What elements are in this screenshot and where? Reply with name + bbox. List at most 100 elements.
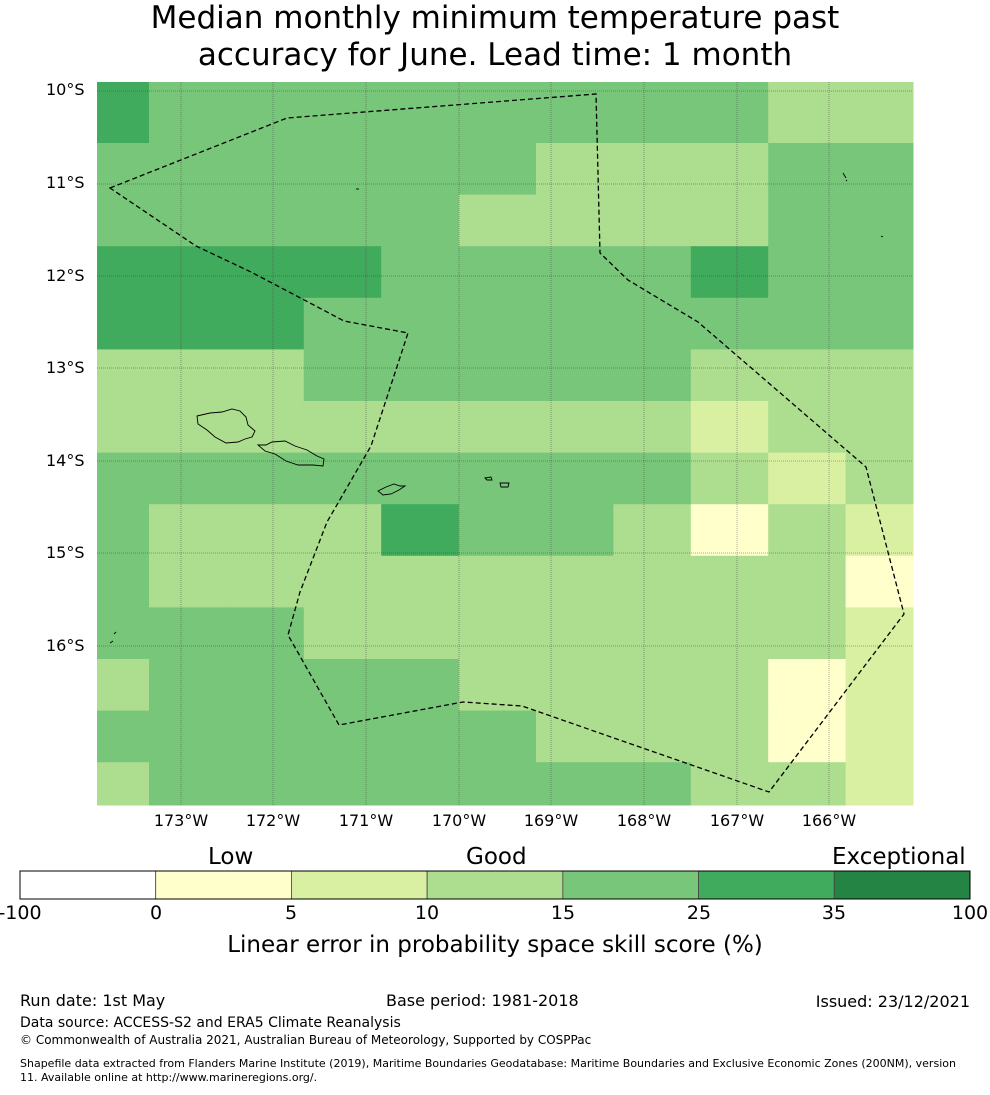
lat-label: 14°S [46,451,85,470]
grid-cell [303,762,382,806]
lon-label: 168°W [616,811,672,830]
map-title: Median monthly minimum temperature past … [0,0,990,74]
grid-cell [768,349,847,402]
grid-cell [768,555,847,608]
lat-label: 11°S [46,173,85,192]
grid-cell [536,194,614,247]
grid-cell [768,659,847,712]
grid-cell [845,82,914,144]
grid-cell [768,504,847,557]
colorbar-tick: 25 [686,902,712,924]
lon-label: 173°W [153,811,209,830]
grid-cell [149,452,227,505]
grid-cell [458,82,537,144]
colorbar-segment [19,870,157,900]
lon-label: 172°W [245,811,301,830]
grid-cell [97,246,150,299]
grid-cell [845,143,914,196]
grid-cell [613,504,692,557]
colorbar-title: Linear error in probability space skill … [227,932,763,958]
grid-cell [690,710,769,763]
grid-cell [97,607,150,660]
grid-cell [226,194,305,247]
grid-cell [303,710,382,763]
grid-cell [97,401,150,454]
grid-cell [845,194,914,247]
grid-cell [97,504,150,557]
grid-cell [845,555,914,608]
grid-cell [768,762,847,806]
grid-cell [149,607,227,660]
island-tokelau [842,172,848,182]
grid-cell [381,246,460,299]
grid-cell [613,297,692,350]
grid-cell [226,143,305,196]
grid-cell [381,401,460,454]
grid-cell [768,82,847,144]
grid-cell [149,659,227,712]
grid-cell [149,555,227,608]
grid-cell [97,710,150,763]
grid-cell [536,659,614,712]
grid-cell [613,607,692,660]
grid-cell [536,349,614,402]
grid-cell [690,762,769,806]
grid-cell [381,143,460,196]
colorbar-tick: 5 [284,902,298,924]
islands [109,172,884,644]
colorbar-outline [19,870,971,900]
grid-cell [381,82,460,144]
grid-cell [303,401,382,454]
grid-cell [690,82,769,144]
grid-cell [458,504,537,557]
grid-cell [613,194,692,247]
grid-cell [613,659,692,712]
graticule [97,82,913,805]
grid-cell [381,710,460,763]
lon-label: 166°W [801,811,857,830]
grid-cell [97,143,150,196]
grid-cell [536,297,614,350]
skill-grid [97,82,914,806]
grid-cell [690,297,769,350]
island-atoll [880,235,884,238]
grid-cell [845,401,914,454]
grid-cell [381,297,460,350]
lon-label: 170°W [431,811,487,830]
grid-cell [690,659,769,712]
grid-cell [149,143,227,196]
grid-cell [303,297,382,350]
island-manua-2 [499,482,510,488]
copyright: © Commonwealth of Australia 2021, Austra… [20,1033,592,1047]
lat-label: 13°S [46,358,85,377]
grid-cell [690,504,769,557]
grid-cell [381,504,460,557]
grid-cell [226,82,305,144]
grid-cell [690,607,769,660]
grid-cell [149,504,227,557]
grid-cell [97,82,150,144]
grid-cell [458,710,537,763]
grid-cell [458,659,537,712]
grid-cell [536,82,614,144]
eez-boundary [108,93,905,793]
grid-cell [613,401,692,454]
grid-cell [149,762,227,806]
grid-cell [226,349,305,402]
grid-cell [458,762,537,806]
category-good: Good [466,844,527,870]
grid-cell [303,194,382,247]
grid-cell [97,659,150,712]
lon-label: 169°W [523,811,579,830]
category-exceptional: Exceptional [832,844,966,870]
grid-cell [458,246,537,299]
colorbar-segment [426,870,564,900]
grid-cell [690,143,769,196]
grid-cell [536,710,614,763]
grid-cell [149,246,227,299]
island-tutuila [377,483,407,496]
grid-cell [303,349,382,402]
grid-cell [97,297,150,350]
grid-cell [613,143,692,196]
